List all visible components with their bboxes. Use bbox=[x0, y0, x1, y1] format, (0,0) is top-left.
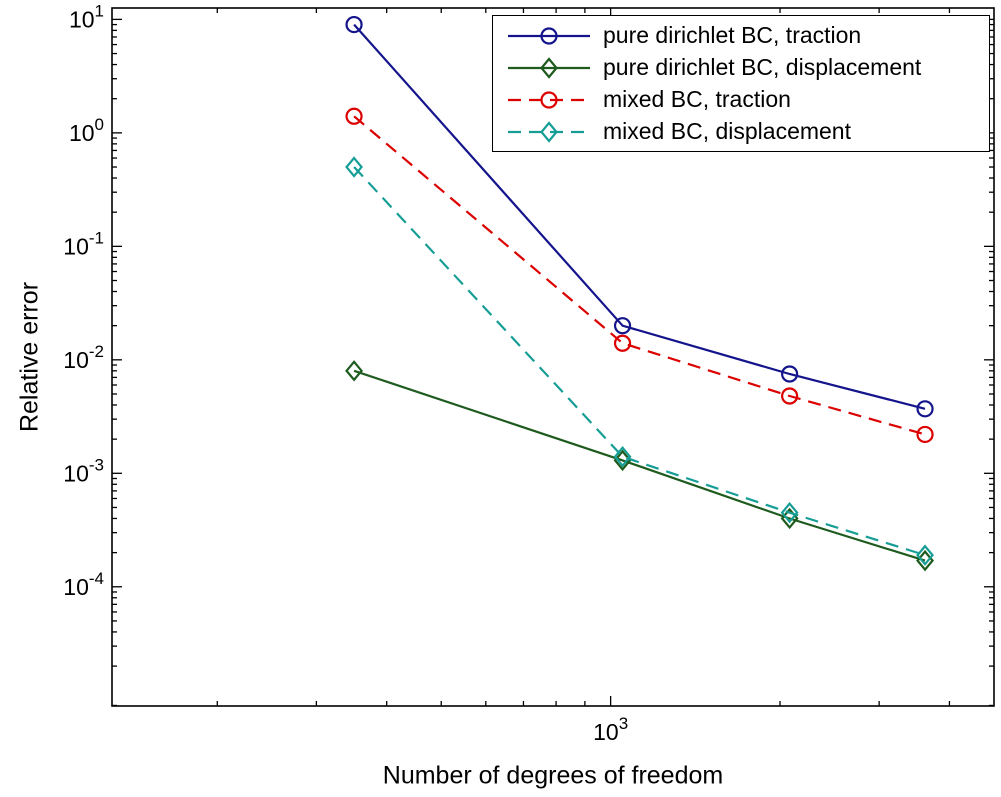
svg-text:103: 103 bbox=[593, 714, 628, 745]
svg-text:10-3: 10-3 bbox=[63, 455, 104, 486]
svg-text:10-4: 10-4 bbox=[63, 569, 104, 600]
legend-item: pure dirichlet BC, displacement bbox=[505, 52, 989, 83]
legend-label: pure dirichlet BC, traction bbox=[603, 22, 862, 48]
legend-label: pure dirichlet BC, displacement bbox=[603, 54, 922, 80]
series-4 bbox=[345, 156, 934, 566]
svg-text:10-1: 10-1 bbox=[63, 228, 104, 259]
legend-line-sample bbox=[508, 90, 590, 109]
svg-text:100: 100 bbox=[69, 115, 104, 146]
legend-item: mixed BC, displacement bbox=[505, 116, 989, 147]
legend-label: mixed BC, displacement bbox=[603, 118, 851, 144]
series-1 bbox=[345, 15, 934, 418]
svg-text:10-2: 10-2 bbox=[63, 342, 104, 373]
axes-box bbox=[111, 7, 995, 707]
axis-tick-labels: 103 101 100 10-1 10-2 10-3 10-4 bbox=[63, 1, 628, 745]
svg-text:101: 101 bbox=[69, 1, 104, 32]
legend: pure dirichlet BC, traction pure dirichl… bbox=[492, 15, 990, 152]
plot-series bbox=[345, 15, 934, 572]
series-2 bbox=[345, 360, 934, 572]
x-axis-label: Number of degrees of freedom bbox=[382, 761, 724, 790]
legend-line-sample bbox=[508, 120, 590, 143]
legend-line-sample bbox=[508, 26, 590, 45]
series-3 bbox=[345, 107, 934, 444]
legend-line-sample bbox=[508, 56, 590, 79]
legend-item: mixed BC, traction bbox=[505, 84, 989, 115]
legend-item: pure dirichlet BC, traction bbox=[505, 20, 989, 51]
y-axis-label: Relative error bbox=[15, 281, 44, 433]
legend-label: mixed BC, traction bbox=[603, 86, 791, 112]
